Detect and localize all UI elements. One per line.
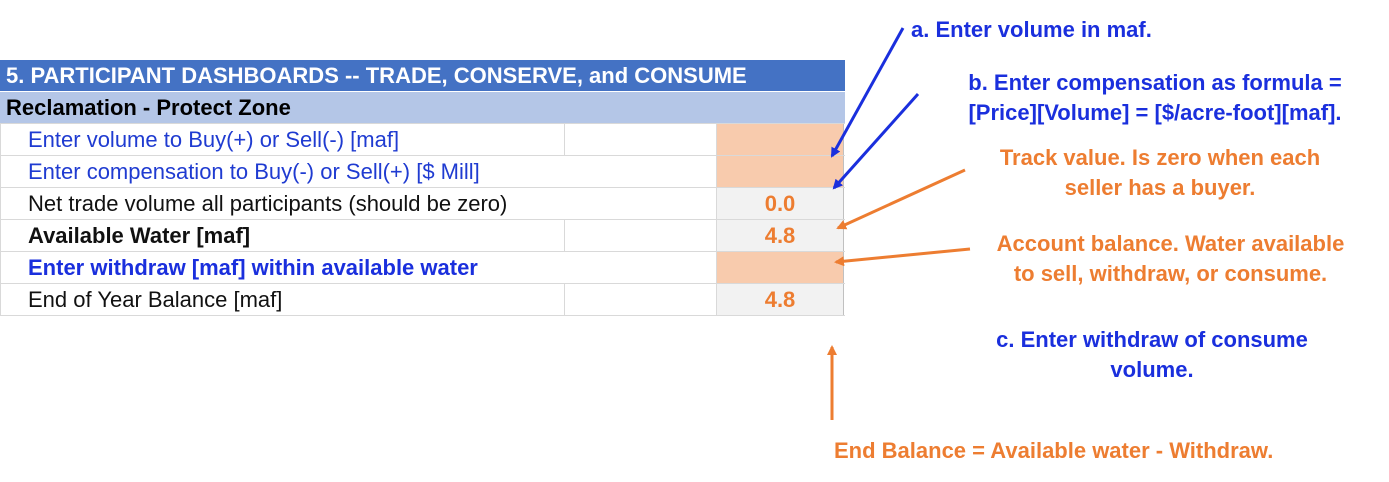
row-net-trade-volume: Net trade volume all participants (shoul… [0,188,845,220]
row-available-water: Available Water [maf] 4.8 [0,220,845,252]
label-withdraw: Enter withdraw [maf] within available wa… [28,255,478,280]
note-account-line2: to sell, withdraw, or consume. [1013,261,1328,286]
dashboard-subheader-text: Reclamation - Protect Zone [6,95,291,120]
note-b-line2: [Price][Volume] = [$/acre-foot][maf]. [968,100,1342,125]
note-b-line1: b. Enter compensation as formula = [968,70,1342,95]
note-account-line1: Account balance. Water available [996,231,1345,256]
note-track-line1: Track value. Is zero when each [999,145,1321,170]
row-compensation: Enter compensation to Buy(-) or Sell(+) … [0,156,845,188]
note-c-line2: volume. [1110,357,1194,382]
label-compensation: Enter compensation to Buy(-) or Sell(+) … [28,159,480,184]
value-net-trade-volume: 0.0 [717,188,844,219]
note-track-value: Track value. Is zero when each seller ha… [975,143,1345,203]
note-b: b. Enter compensation as formula = [Pric… [930,68,1380,128]
value-end-of-year-balance: 4.8 [717,284,844,315]
dashboard-subheader: Reclamation - Protect Zone [0,92,845,124]
input-compensation[interactable] [717,156,844,187]
note-c: c. Enter withdraw of consume volume. [972,325,1332,385]
label-buy-sell-volume: Enter volume to Buy(+) or Sell(-) [maf] [28,127,400,152]
value-available-water: 4.8 [717,220,844,251]
input-buy-sell-volume[interactable] [717,124,844,155]
dashboard-header: 5. PARTICIPANT DASHBOARDS -- TRADE, CONS… [0,60,845,92]
note-c-line1: c. Enter withdraw of consume [996,327,1308,352]
arrow-account [834,247,971,267]
row-buy-sell-volume: Enter volume to Buy(+) or Sell(-) [maf] [0,124,845,156]
arrow-track [836,168,966,230]
label-net-trade-volume: Net trade volume all participants (shoul… [28,191,508,216]
row-end-of-year-balance: End of Year Balance [maf] 4.8 [0,284,845,316]
participant-dashboard: 5. PARTICIPANT DASHBOARDS -- TRADE, CONS… [0,60,845,316]
row-withdraw: Enter withdraw [maf] within available wa… [0,252,845,284]
note-track-line2: seller has a buyer. [1064,175,1256,200]
note-account-balance: Account balance. Water available to sell… [978,229,1363,289]
arrow-b [832,93,920,190]
label-end-of-year-balance: End of Year Balance [maf] [28,287,283,312]
label-available-water: Available Water [maf] [28,223,251,248]
note-end-balance: End Balance = Available water - Withdraw… [834,438,1274,463]
note-a: a. Enter volume in maf. [911,17,1152,42]
dashboard-header-text: 5. PARTICIPANT DASHBOARDS -- TRADE, CONS… [6,63,747,88]
input-withdraw[interactable] [717,252,844,283]
